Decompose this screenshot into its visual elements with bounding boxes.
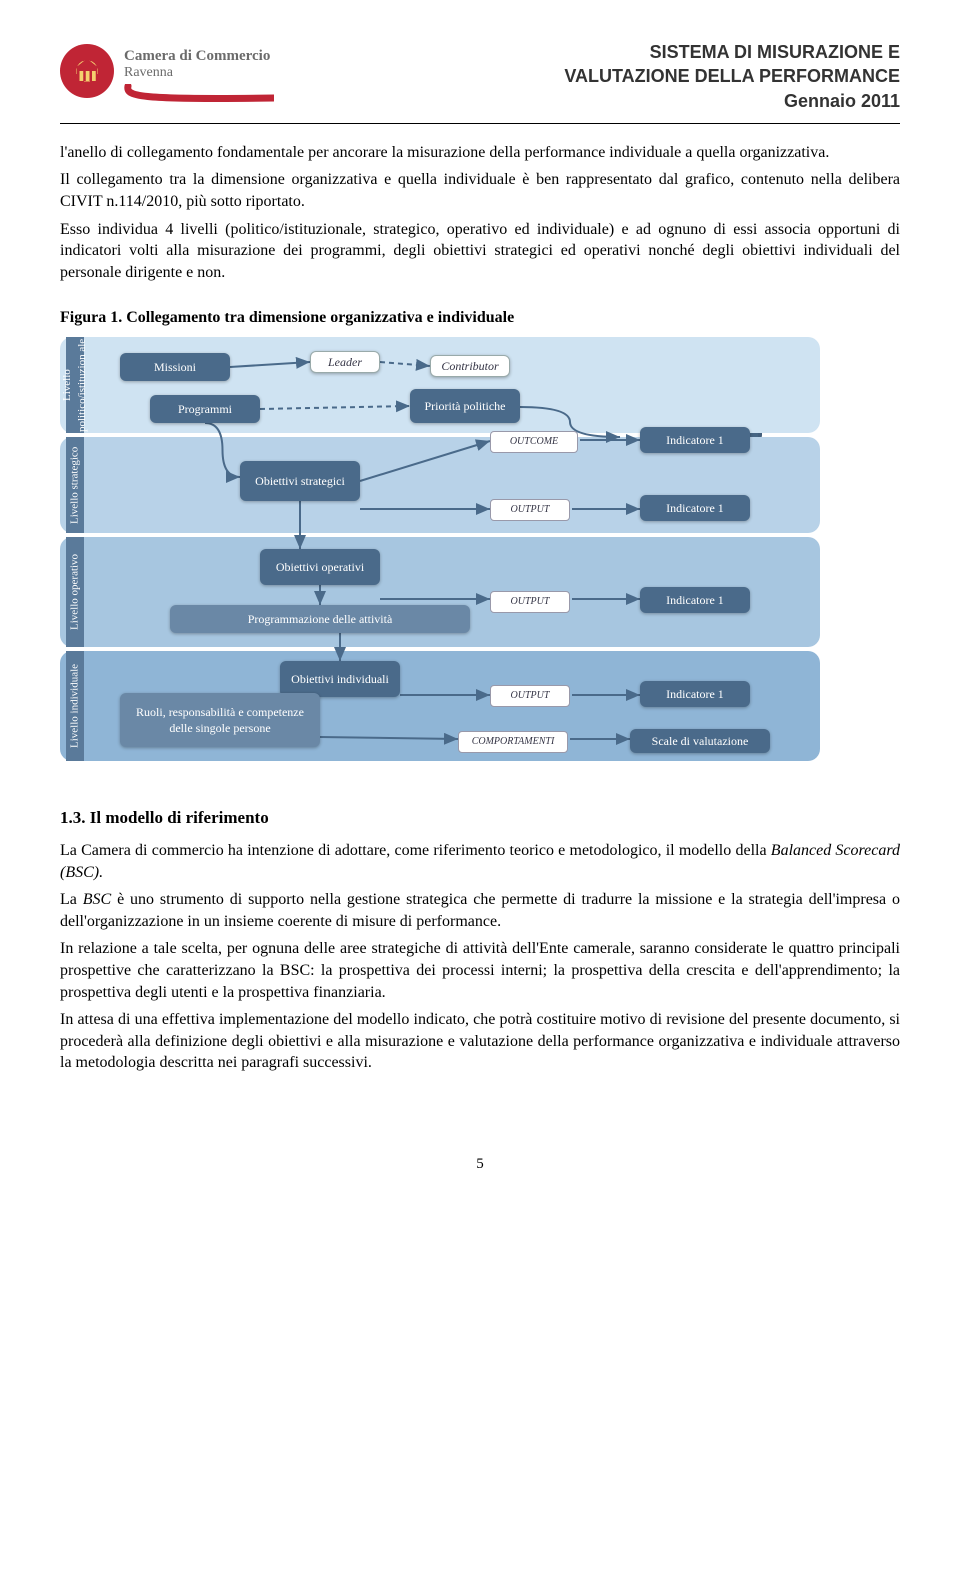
node-ind1c: Indicatore 1 <box>640 587 750 613</box>
figure-diagram: Livello politico/istituzion ale Livello s… <box>60 337 820 767</box>
paragraph-1: l'anello di collegamento fondamentale pe… <box>60 142 900 164</box>
node-ind1b: Indicatore 1 <box>640 495 750 521</box>
node-obind: Obiettivi individuali <box>280 661 400 697</box>
tag-2: OUTPUT <box>490 591 570 613</box>
section-p2-text: La BSC è uno strumento di supporto nella… <box>60 891 900 930</box>
node-ruoli: Ruoli, responsabilità e competenze delle… <box>120 693 320 747</box>
level-label-l3: Livello operativo <box>66 537 84 647</box>
node-progatt: Programmazione delle attività <box>170 605 470 633</box>
node-contrib: Contributor <box>430 355 510 377</box>
section-p2: La BSC è uno strumento di supporto nella… <box>60 889 900 932</box>
node-leader: Leader <box>310 351 380 373</box>
logo-block: Camera di Commercio Ravenna <box>60 40 274 102</box>
level-label-l2: Livello strategico <box>66 437 84 533</box>
tag-1: OUTPUT <box>490 499 570 521</box>
paragraph-3: Esso individua 4 livelli (politico/istit… <box>60 219 900 284</box>
level-label-l4: Livello individuale <box>66 651 84 761</box>
brand-wrap: Camera di Commercio Ravenna <box>124 40 274 102</box>
node-oboper: Obiettivi operativi <box>260 549 380 585</box>
tag-4: COMPORTAMENTI <box>458 731 568 753</box>
header-title-line3: Gennaio 2011 <box>564 89 900 113</box>
node-missioni: Missioni <box>120 353 230 381</box>
section-p1: La Camera di commercio ha intenzione di … <box>60 840 900 883</box>
header-title-line2: VALUTAZIONE DELLA PERFORMANCE <box>564 64 900 88</box>
page-header: Camera di Commercio Ravenna SISTEMA DI M… <box>60 40 900 124</box>
node-ind1a: Indicatore 1 <box>640 427 750 453</box>
logo-swoosh-icon <box>124 84 274 102</box>
header-title-line1: SISTEMA DI MISURAZIONE E <box>564 40 900 64</box>
node-obstrat: Obiettivi strategici <box>240 461 360 501</box>
section-p4: In attesa di una effettiva implementazio… <box>60 1009 900 1074</box>
tag-0: OUTCOME <box>490 431 578 453</box>
section-title: 1.3. Il modello di riferimento <box>60 807 900 830</box>
node-priorita: Priorità politiche <box>410 389 520 423</box>
header-title: SISTEMA DI MISURAZIONE E VALUTAZIONE DEL… <box>564 40 900 113</box>
page-number: 5 <box>60 1154 900 1174</box>
level-label-l1: Livello politico/istituzion ale <box>66 337 84 433</box>
tag-3: OUTPUT <box>490 685 570 707</box>
paragraph-2: Il collegamento tra la dimensione organi… <box>60 169 900 212</box>
figure-title: Figura 1. Collegamento tra dimensione or… <box>60 307 900 329</box>
brand-text: Camera di Commercio Ravenna <box>124 48 274 80</box>
seal-icon <box>60 44 114 98</box>
brand-line2: Ravenna <box>124 65 274 80</box>
node-scale: Scale di valutazione <box>630 729 770 753</box>
node-programmi: Programmi <box>150 395 260 423</box>
section-p3: In relazione a tale scelta, per ognuna d… <box>60 938 900 1003</box>
brand-line1: Camera di Commercio <box>124 48 274 65</box>
node-ind1d: Indicatore 1 <box>640 681 750 707</box>
section-p1-pre: La Camera di commercio ha intenzione di … <box>60 842 771 859</box>
